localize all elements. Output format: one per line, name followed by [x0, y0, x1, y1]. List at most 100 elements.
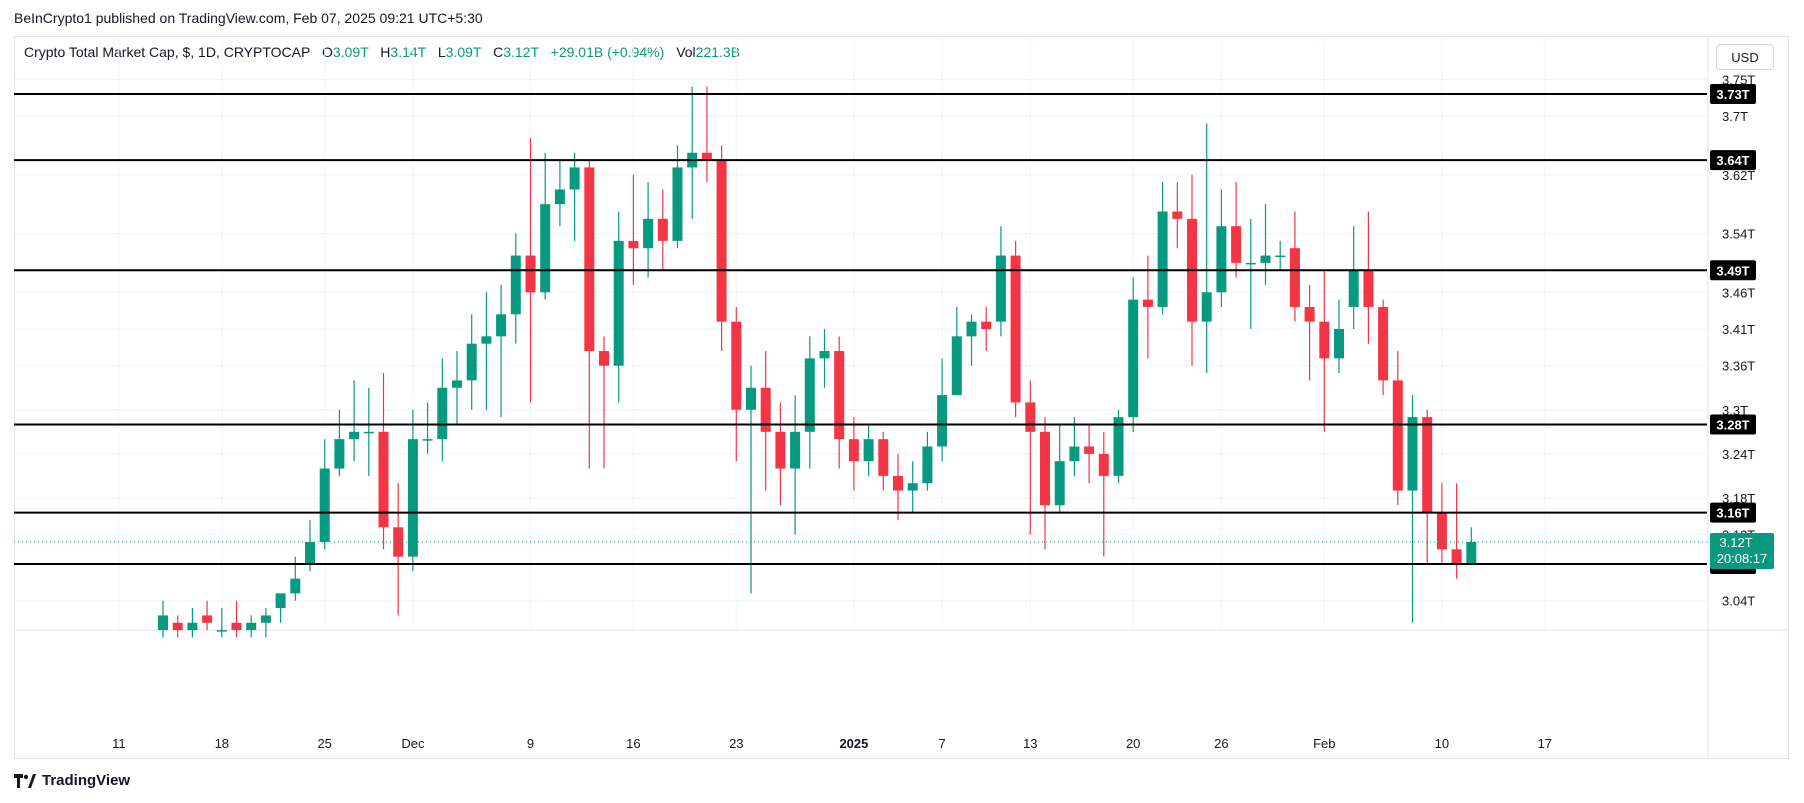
- candle-body[interactable]: [305, 541, 315, 564]
- level-badge: [1710, 414, 1756, 435]
- candle-body[interactable]: [510, 255, 521, 315]
- candle-body[interactable]: [349, 431, 360, 440]
- candle-body[interactable]: [995, 255, 1006, 322]
- candle-body[interactable]: [246, 622, 257, 631]
- candle-body[interactable]: [378, 431, 389, 528]
- candle-body[interactable]: [804, 358, 815, 432]
- candle-body[interactable]: [966, 321, 977, 337]
- candle-body[interactable]: [1113, 417, 1124, 476]
- candle-body[interactable]: [1010, 255, 1021, 403]
- tradingview-logo[interactable]: TradingView: [14, 772, 130, 789]
- candle-body[interactable]: [716, 160, 727, 322]
- close-label: C: [493, 44, 504, 60]
- x-tick-label: 13: [1023, 736, 1037, 751]
- y-tick-label: 3.36T: [1722, 359, 1755, 374]
- candle-body[interactable]: [1275, 255, 1286, 258]
- y-tick-label: 3.62T: [1722, 168, 1755, 183]
- candle-body[interactable]: [1142, 299, 1153, 307]
- candle-body[interactable]: [1289, 248, 1300, 307]
- candle-body[interactable]: [848, 439, 859, 462]
- candle-body[interactable]: [1422, 417, 1433, 513]
- candle-body[interactable]: [481, 336, 492, 344]
- candle-body[interactable]: [1172, 211, 1183, 219]
- candle-body[interactable]: [760, 387, 771, 432]
- candle-body[interactable]: [628, 240, 639, 249]
- x-tick-label: 16: [626, 736, 640, 751]
- candle-body[interactable]: [1040, 431, 1050, 506]
- level-badge: [1710, 502, 1756, 523]
- bar-countdown-label: 20:08:17: [1717, 551, 1768, 566]
- candle-body[interactable]: [981, 321, 992, 329]
- candle-body[interactable]: [907, 483, 918, 491]
- candle-body[interactable]: [554, 189, 565, 205]
- candle-body[interactable]: [599, 351, 609, 366]
- candle-body[interactable]: [202, 615, 213, 623]
- candle-body[interactable]: [613, 240, 624, 366]
- candle-body[interactable]: [834, 351, 845, 440]
- candle-body[interactable]: [319, 468, 330, 542]
- candle-body[interactable]: [216, 630, 227, 632]
- candle-body[interactable]: [1025, 402, 1036, 432]
- candle-body[interactable]: [1216, 226, 1227, 293]
- candle-body[interactable]: [672, 167, 683, 241]
- candle-body[interactable]: [746, 387, 756, 410]
- candlestick-chart[interactable]: 3.04T3.13T3.18T3.24T3.3T3.36T3.41T3.46T3…: [0, 0, 1804, 760]
- candle-body[interactable]: [525, 255, 536, 293]
- candle-body[interactable]: [1348, 270, 1359, 307]
- candle-body[interactable]: [1363, 270, 1374, 307]
- candle-body[interactable]: [584, 167, 595, 352]
- candle-body[interactable]: [1319, 321, 1330, 359]
- candle-body[interactable]: [452, 380, 462, 388]
- candle-body[interactable]: [643, 218, 654, 249]
- candle-body[interactable]: [1466, 541, 1477, 564]
- candle-body[interactable]: [1098, 453, 1109, 476]
- candle-body[interactable]: [334, 439, 345, 469]
- candle-body[interactable]: [657, 218, 668, 241]
- candle-body[interactable]: [731, 321, 742, 410]
- candle-body[interactable]: [937, 395, 948, 447]
- candle-body[interactable]: [775, 431, 786, 469]
- candle-body[interactable]: [1157, 211, 1168, 307]
- candle-body[interactable]: [407, 439, 418, 557]
- candle-body[interactable]: [231, 622, 242, 631]
- candle-body[interactable]: [496, 314, 507, 337]
- candle-body[interactable]: [1201, 292, 1212, 322]
- candle-body[interactable]: [540, 204, 551, 293]
- candle-body[interactable]: [1436, 512, 1447, 550]
- candle-body[interactable]: [1304, 306, 1315, 322]
- candle-body[interactable]: [1054, 461, 1065, 506]
- candle-body[interactable]: [466, 343, 477, 381]
- candle-body[interactable]: [569, 167, 580, 190]
- candle-body[interactable]: [260, 615, 271, 623]
- candle-body[interactable]: [1407, 417, 1418, 491]
- candle-body[interactable]: [290, 578, 301, 594]
- candle-body[interactable]: [437, 387, 448, 440]
- candle-body[interactable]: [158, 615, 168, 631]
- candle-body[interactable]: [819, 351, 830, 359]
- candle-body[interactable]: [863, 439, 874, 462]
- candle-body[interactable]: [1334, 329, 1344, 359]
- candle-body[interactable]: [893, 475, 903, 491]
- candle-body[interactable]: [1392, 380, 1403, 491]
- candle-body[interactable]: [1245, 262, 1256, 265]
- currency-button[interactable]: USD: [1716, 44, 1774, 70]
- candle-body[interactable]: [275, 593, 286, 609]
- attribution-text: BeInCrypto1 published on TradingView.com…: [14, 10, 483, 26]
- candle-body[interactable]: [1069, 446, 1080, 462]
- candle-body[interactable]: [1084, 446, 1095, 454]
- candle-body[interactable]: [422, 439, 433, 441]
- candle-body[interactable]: [1128, 299, 1139, 418]
- candle-body[interactable]: [1231, 226, 1242, 263]
- candle-body[interactable]: [790, 431, 801, 469]
- candle-body[interactable]: [951, 336, 962, 396]
- candle-body[interactable]: [363, 431, 374, 434]
- candle-body[interactable]: [1378, 306, 1389, 381]
- candle-body[interactable]: [1451, 549, 1462, 564]
- candle-body[interactable]: [172, 622, 183, 631]
- candle-body[interactable]: [1260, 255, 1271, 263]
- candle-body[interactable]: [187, 622, 198, 631]
- candle-body[interactable]: [922, 446, 933, 484]
- candle-body[interactable]: [701, 152, 712, 161]
- x-tick-label: Feb: [1313, 736, 1335, 751]
- candle-body[interactable]: [878, 439, 889, 476]
